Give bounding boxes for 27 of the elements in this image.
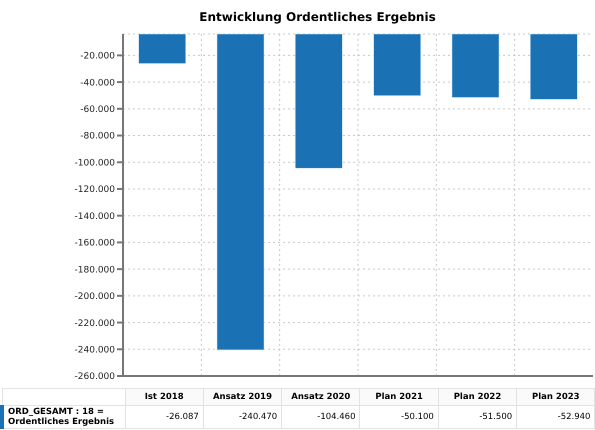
data-label: -50.100 — [360, 406, 438, 428]
y-tick-label: -120.000 — [74, 185, 116, 196]
x-tick-label: Ansatz 2019 — [203, 388, 282, 406]
x-tick-label: Ist 2018 — [125, 388, 204, 406]
y-tick-label: -40.000 — [80, 78, 116, 88]
y-tick-label: -160.000 — [74, 238, 116, 249]
data-label: -51.500 — [438, 406, 517, 428]
data-label: -52.940 — [516, 406, 595, 428]
x-tick-label: Ansatz 2020 — [282, 388, 360, 406]
x-tick-label: Plan 2021 — [360, 388, 438, 406]
y-tick-label: -220.000 — [74, 318, 116, 329]
chart-title: Entwicklung Ordentliches Ergebnis — [198, 10, 437, 26]
data-label: -104.460 — [282, 406, 360, 428]
y-tick-label: -240.000 — [74, 345, 116, 356]
y-tick-label: -140.000 — [74, 212, 116, 222]
y-tick-label: -20.000 — [80, 52, 116, 62]
data-label: -240.470 — [203, 406, 282, 428]
y-tick-label: -100.000 — [74, 158, 116, 168]
x-tick-label: Plan 2022 — [438, 388, 517, 406]
y-tick-label: -260.000 — [74, 372, 116, 382]
y-tick-label: -80.000 — [80, 132, 116, 142]
y-tick-label: -180.000 — [74, 265, 116, 276]
data-label: -26.087 — [125, 406, 204, 428]
x-tick-label: Plan 2023 — [516, 388, 595, 406]
text: ORD_GESAMT : 18 = Ordentliches Ergebnis — [2, 406, 125, 428]
y-tick-label: -200.000 — [74, 292, 116, 302]
y-tick-label: -60.000 — [80, 105, 116, 116]
